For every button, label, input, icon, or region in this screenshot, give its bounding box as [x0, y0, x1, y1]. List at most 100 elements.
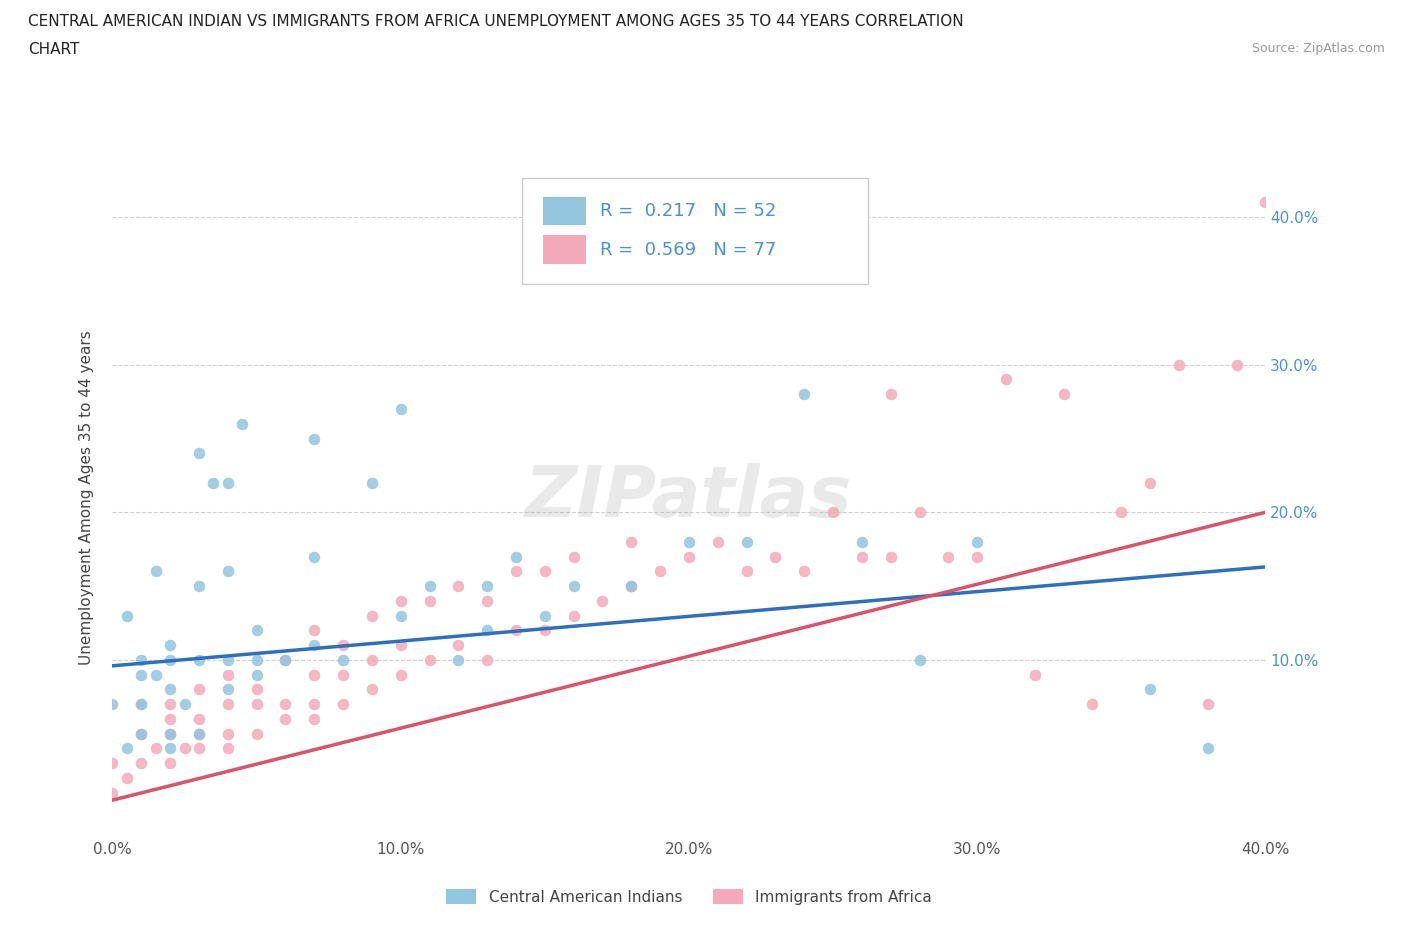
- Text: CENTRAL AMERICAN INDIAN VS IMMIGRANTS FROM AFRICA UNEMPLOYMENT AMONG AGES 35 TO : CENTRAL AMERICAN INDIAN VS IMMIGRANTS FR…: [28, 14, 963, 29]
- Text: ZIPatlas: ZIPatlas: [526, 463, 852, 532]
- Point: [145, 741, 167, 756]
- Point: [304, 549, 326, 564]
- Point: [360, 682, 382, 697]
- Point: [101, 785, 124, 800]
- Point: [562, 608, 585, 623]
- Point: [1197, 741, 1219, 756]
- Point: [793, 564, 815, 578]
- Point: [304, 697, 326, 711]
- Point: [1139, 475, 1161, 490]
- Point: [245, 726, 267, 741]
- Point: [533, 623, 555, 638]
- Point: [419, 653, 441, 668]
- Point: [159, 726, 181, 741]
- Point: [620, 578, 643, 593]
- Point: [620, 535, 643, 550]
- Point: [735, 535, 758, 550]
- Point: [562, 578, 585, 593]
- Point: [145, 564, 167, 578]
- Point: [217, 667, 239, 682]
- Point: [533, 608, 555, 623]
- Point: [793, 387, 815, 402]
- Point: [173, 741, 195, 756]
- Point: [159, 741, 181, 756]
- Point: [678, 535, 700, 550]
- Bar: [543, 197, 586, 225]
- Bar: [522, 179, 868, 284]
- Point: [851, 535, 873, 550]
- Point: [1167, 357, 1189, 372]
- Point: [475, 578, 498, 593]
- Point: [101, 697, 124, 711]
- Point: [447, 638, 470, 653]
- Legend: Central American Indians, Immigrants from Africa: Central American Indians, Immigrants fro…: [440, 883, 938, 910]
- Point: [332, 638, 354, 653]
- Point: [188, 726, 211, 741]
- Point: [129, 726, 153, 741]
- Point: [1024, 667, 1046, 682]
- Point: [360, 653, 382, 668]
- Point: [360, 475, 382, 490]
- Point: [188, 445, 211, 460]
- Point: [202, 475, 225, 490]
- Point: [115, 741, 138, 756]
- Point: [188, 711, 211, 726]
- Point: [332, 653, 354, 668]
- Point: [332, 697, 354, 711]
- Point: [447, 653, 470, 668]
- Point: [389, 638, 412, 653]
- Point: [505, 623, 527, 638]
- Point: [533, 564, 555, 578]
- Point: [304, 638, 326, 653]
- Point: [389, 402, 412, 417]
- Point: [505, 549, 527, 564]
- Point: [217, 653, 239, 668]
- Point: [880, 387, 903, 402]
- Point: [304, 432, 326, 446]
- Point: [188, 578, 211, 593]
- Point: [419, 578, 441, 593]
- Point: [304, 623, 326, 638]
- Point: [475, 623, 498, 638]
- Point: [245, 623, 267, 638]
- Point: [447, 578, 470, 593]
- Point: [274, 697, 297, 711]
- Point: [159, 726, 181, 741]
- Point: [1254, 195, 1277, 210]
- Point: [735, 564, 758, 578]
- Text: R =  0.569   N = 77: R = 0.569 N = 77: [600, 241, 776, 259]
- Point: [245, 682, 267, 697]
- Point: [765, 549, 787, 564]
- Point: [620, 578, 643, 593]
- Point: [419, 593, 441, 608]
- Point: [217, 475, 239, 490]
- Point: [245, 667, 267, 682]
- Point: [562, 549, 585, 564]
- Point: [245, 697, 267, 711]
- Point: [129, 667, 153, 682]
- Point: [505, 564, 527, 578]
- Point: [274, 653, 297, 668]
- Point: [217, 726, 239, 741]
- Point: [678, 549, 700, 564]
- Point: [851, 549, 873, 564]
- Point: [304, 667, 326, 682]
- Point: [908, 505, 931, 520]
- Point: [159, 711, 181, 726]
- Point: [129, 653, 153, 668]
- Point: [217, 741, 239, 756]
- Point: [821, 505, 844, 520]
- Point: [880, 549, 903, 564]
- Point: [159, 653, 181, 668]
- Point: [101, 756, 124, 771]
- Point: [217, 564, 239, 578]
- Point: [389, 608, 412, 623]
- Point: [217, 682, 239, 697]
- Point: [995, 372, 1018, 387]
- Point: [188, 741, 211, 756]
- Point: [706, 535, 728, 550]
- Point: [475, 593, 498, 608]
- Point: [1052, 387, 1074, 402]
- Point: [159, 638, 181, 653]
- Point: [1197, 697, 1219, 711]
